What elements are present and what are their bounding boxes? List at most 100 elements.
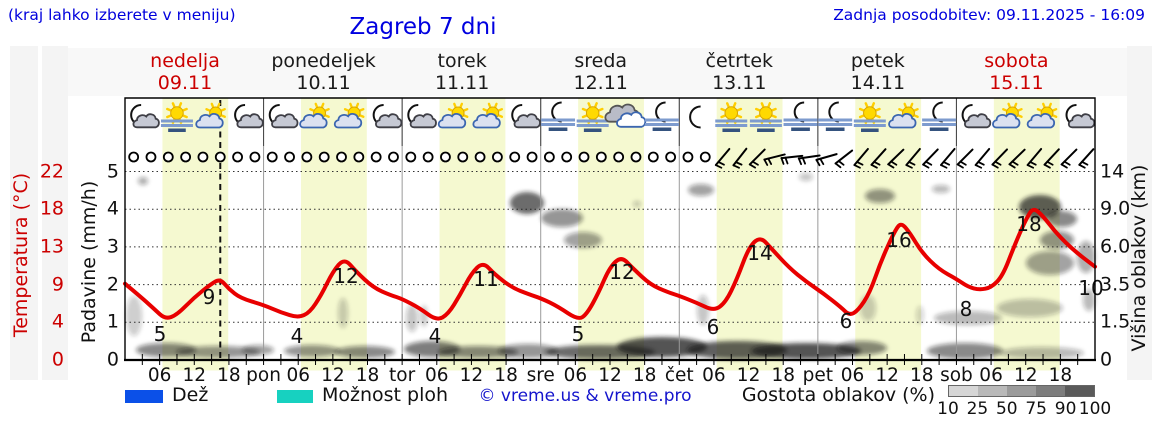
precipitation-tick-label: 2 [106, 273, 119, 296]
cloud-density-blob [498, 344, 558, 358]
wind-calm-icon [595, 151, 607, 163]
x-hour-label: 18 [633, 365, 657, 386]
x-hour-label: 18 [217, 365, 241, 386]
temperature-value-label: 6 [707, 315, 720, 339]
wind-calm-icon [388, 151, 399, 163]
precipitation-tick-label: 1 [106, 310, 119, 333]
temperature-value-label: 4 [291, 324, 304, 348]
weather-icon-sun-cloud [195, 102, 226, 129]
temperature-value-label: 10 [1078, 276, 1103, 300]
wind-calm-icon [422, 151, 434, 163]
day-header-sobota: sobota 15.11 [954, 50, 1078, 95]
left-margin-strip-2 [42, 46, 68, 380]
cloud-density-blob [751, 343, 861, 359]
x-day-abbr-label: čet [665, 365, 694, 386]
wind-calm-icon [561, 151, 573, 163]
wind-calm-icon [249, 151, 261, 163]
day-name: torek [437, 50, 487, 72]
wind-calm-icon [180, 151, 192, 163]
wind-barb-icon [763, 153, 786, 166]
cloud-density-blob [997, 299, 1063, 317]
temperature-tick-label: 4 [51, 310, 64, 333]
cloud-height-tick-label: 0 [1100, 348, 1113, 371]
temperature-value-label: 8 [960, 297, 973, 321]
cloud-density-blob [438, 346, 518, 358]
weather-icon-sun-cloud [299, 102, 330, 129]
wind-calm-icon [301, 151, 313, 163]
weather-icon-moon-cloud [130, 104, 160, 129]
wind-barb-icon [991, 148, 1009, 169]
wind-barb-icon [887, 148, 905, 169]
daylight-band [162, 98, 229, 371]
weather-icon-moon [689, 105, 701, 129]
day-header-četrtek: četrtek 13.11 [677, 50, 801, 95]
x-hour-label: 18 [494, 365, 518, 386]
wind-barb-icon [834, 149, 854, 169]
copyright-link[interactable]: © vreme.us & vreme.pro [478, 386, 692, 406]
density-tick-label: 100 [1078, 399, 1112, 419]
wind-barb-icon [1026, 147, 1043, 169]
weather-icon-sun-cloud [1026, 102, 1058, 129]
weather-icon-sun-cloud [437, 102, 469, 129]
wind-calm-icon [336, 151, 347, 163]
temperature-value-label: 12 [333, 264, 358, 288]
x-hour-label: 12 [1014, 365, 1038, 386]
weather-icon-sun-fog [749, 102, 782, 132]
density-gradient-segment [1065, 386, 1094, 396]
cloud-density-gradient-bar [948, 385, 1095, 397]
wind-calm-icon [266, 151, 278, 163]
weather-icon-moon-cloud [961, 104, 992, 129]
wind-calm-icon [405, 151, 417, 163]
cloud-density-blob [564, 232, 602, 248]
wind-calm-icon [370, 151, 382, 163]
temperature-tick-label: 9 [51, 273, 64, 296]
day-name: nedelja [150, 50, 220, 72]
density-gradient-segment [1036, 386, 1065, 396]
wind-calm-icon [647, 151, 659, 163]
day-header-sreda: sreda 12.11 [539, 50, 663, 95]
cloud-density-blob [1047, 211, 1077, 227]
wind-barb-icon [905, 147, 921, 169]
wind-barb-icon [974, 147, 991, 169]
wind-calm-icon [492, 151, 503, 163]
density-gradient-segment [978, 386, 1007, 396]
day-name: petek [850, 50, 905, 72]
weather-icon-moon-cloud [511, 104, 541, 129]
cloud-density-blob [932, 185, 950, 193]
cloud-density-blob [916, 306, 924, 324]
wind-barb-icon [1008, 148, 1026, 169]
cloud-density-blob [338, 298, 348, 328]
weather-icon-moon-cloud [372, 104, 403, 129]
day-name: sobota [984, 50, 1049, 72]
x-hour-label: 06 [841, 365, 865, 386]
density-tick-label: 75 [1025, 399, 1048, 419]
weather-icon-sun-cloud [333, 102, 365, 129]
cloud-density-blob [242, 345, 274, 355]
cloud-density-blob [934, 311, 1002, 325]
temperature-value-label: 9 [203, 285, 216, 309]
cloud-height-tick-label: 3.5 [1100, 273, 1131, 296]
density-tick-label: 25 [966, 399, 989, 419]
day-name: ponedeljek [271, 50, 376, 72]
daylight-band [716, 98, 783, 371]
page-title: Zagreb 7 dni [349, 14, 497, 40]
temperature-value-label: 14 [747, 241, 772, 265]
temperature-tick-label: 13 [39, 235, 64, 258]
plot-frame [124, 97, 1096, 360]
wind-calm-icon [630, 151, 642, 163]
temperature-tick-label: 22 [39, 160, 64, 182]
cloud-density-blob [138, 177, 148, 185]
temperature-value-label: 6 [840, 309, 853, 333]
day-header-ponedeljek: ponedeljek 10.11 [262, 50, 386, 95]
wind-calm-icon [318, 151, 330, 163]
wind-barb-icon [870, 148, 887, 169]
location-hint: (kraj lahko izberete v meniju) [8, 6, 236, 24]
wind-calm-icon [526, 151, 538, 163]
wind-calm-icon [474, 151, 486, 163]
cloud-density-blob [1083, 289, 1095, 311]
temperature-tick-label: 0 [51, 348, 64, 371]
precipitation-tick-label: 4 [106, 197, 119, 220]
x-hour-label: 06 [979, 365, 1003, 386]
x-hour-label: 12 [737, 365, 761, 386]
wind-calm-icon [699, 151, 711, 163]
